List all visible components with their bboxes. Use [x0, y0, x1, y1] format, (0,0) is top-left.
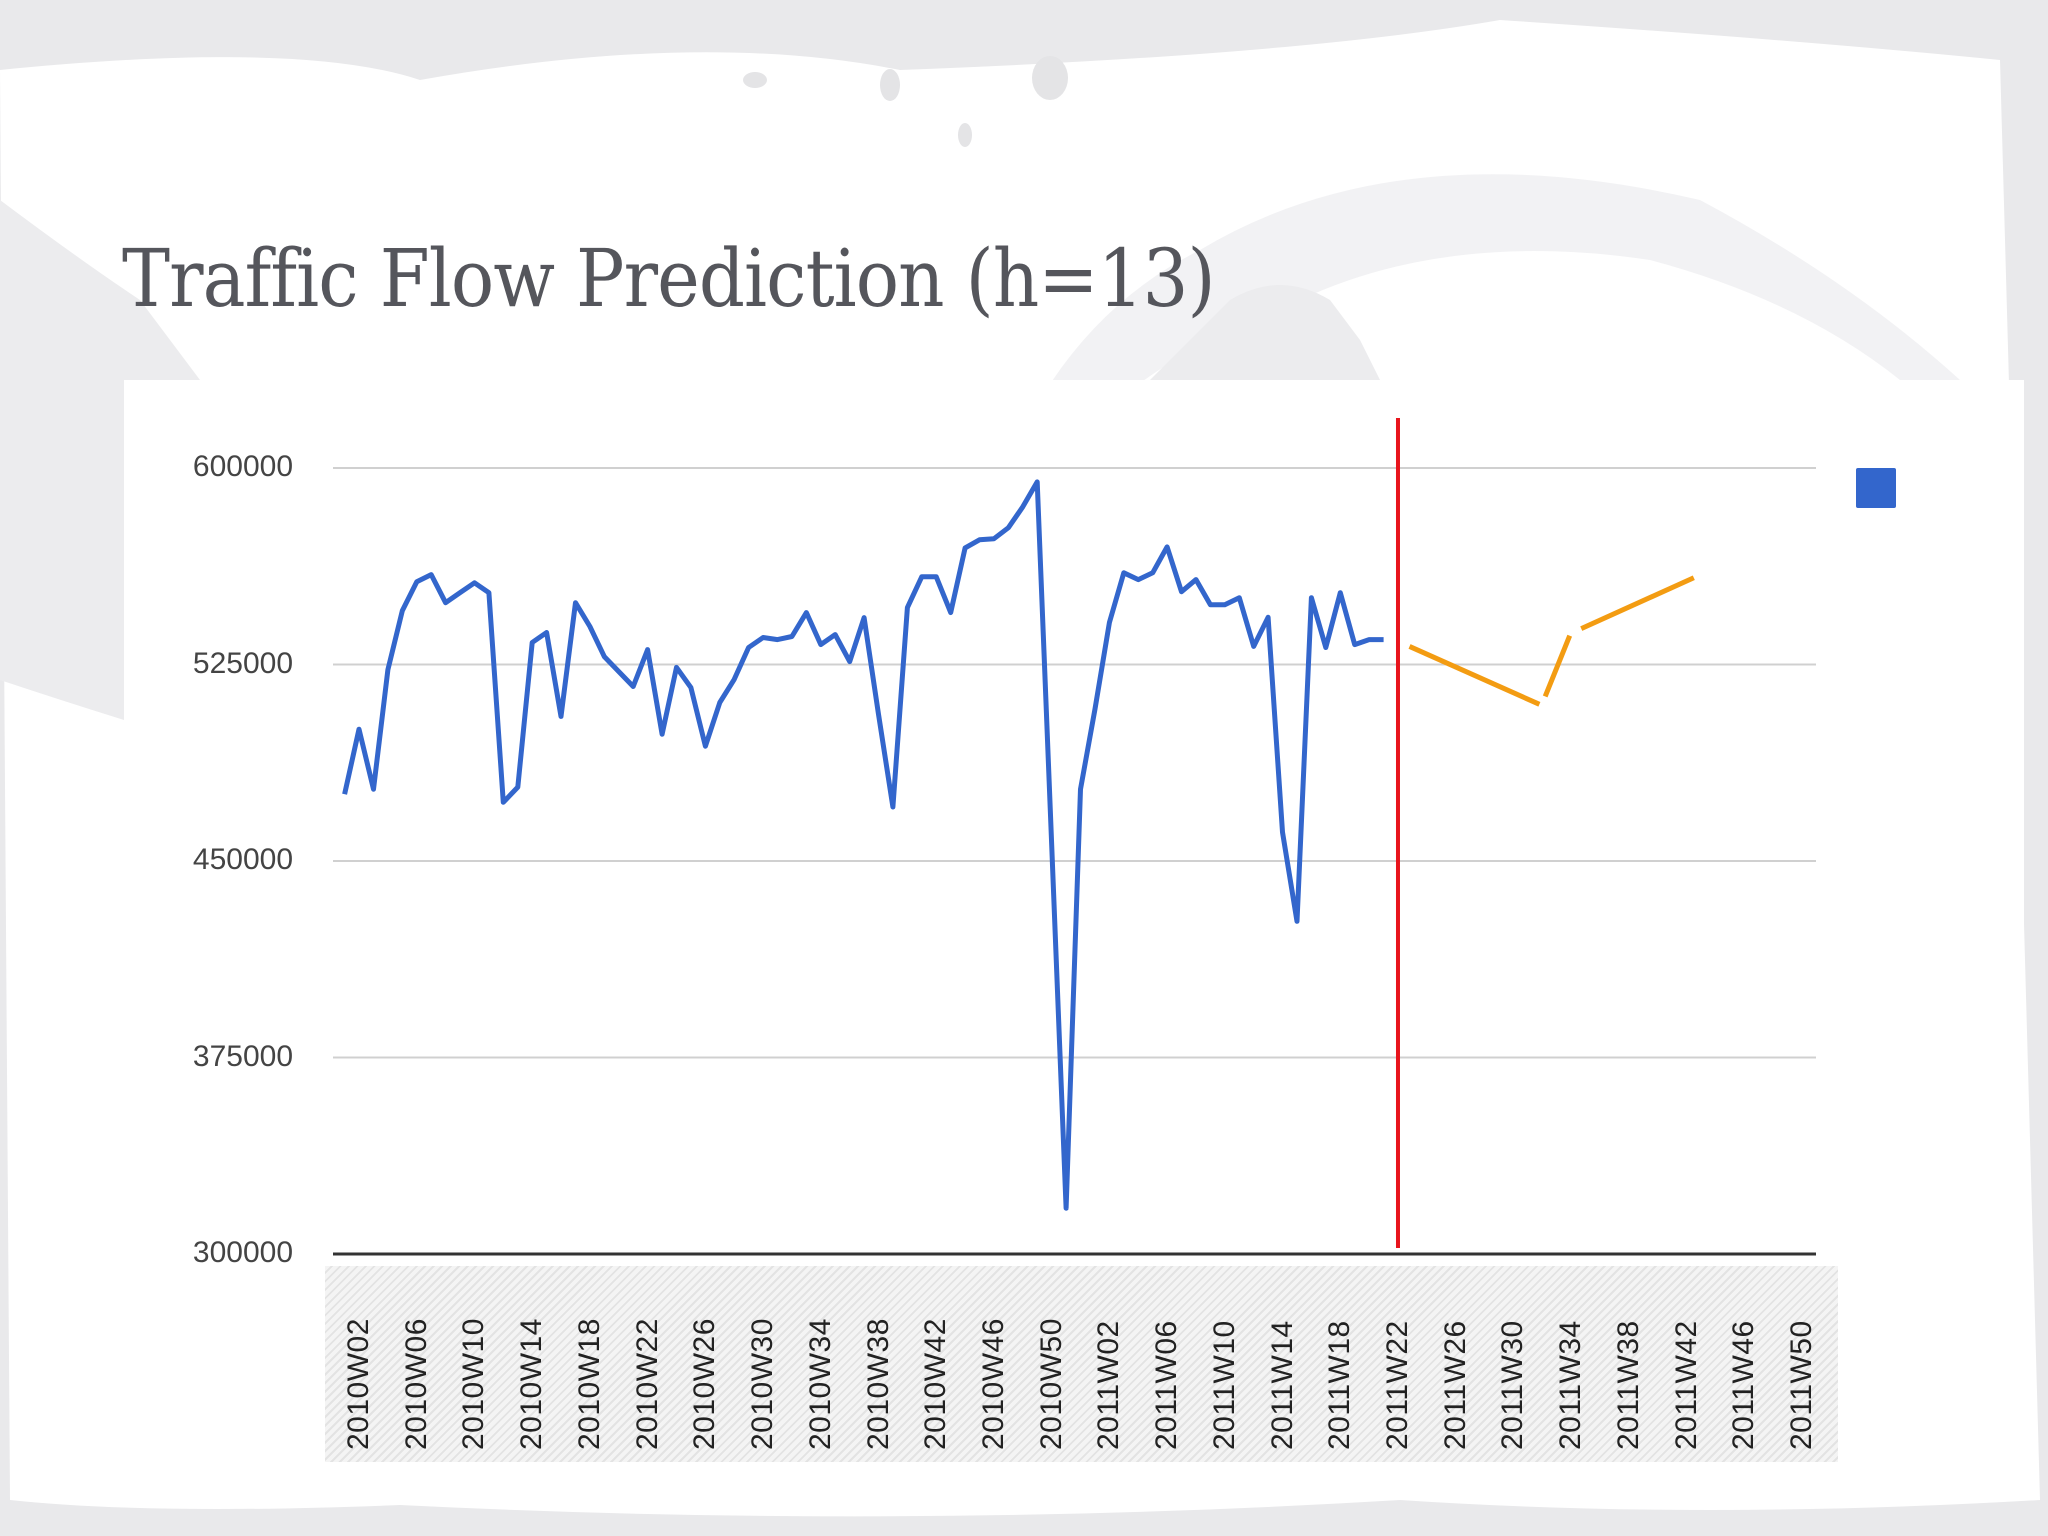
x-tick-label: 2011W26: [1438, 1320, 1472, 1450]
x-axis-label-band: [325, 1266, 1838, 1462]
gridlines: [333, 467, 1816, 1059]
x-tick-label: 2011W02: [1092, 1320, 1126, 1450]
x-tick-label: 2010W18: [572, 1318, 606, 1450]
x-tick-label: 2011W30: [1496, 1320, 1530, 1450]
y-tick-label: 375000: [192, 1039, 293, 1073]
x-tick-label: 2010W46: [976, 1318, 1010, 1450]
x-tick-label: 2011W46: [1727, 1320, 1761, 1450]
x-tick-label: 2010W06: [399, 1318, 433, 1450]
x-tick-label: 2010W22: [630, 1318, 664, 1450]
x-tick-label: 2011W22: [1380, 1320, 1414, 1450]
y-tick-label: 525000: [192, 646, 293, 680]
x-tick-label: 2011W42: [1669, 1320, 1703, 1450]
slide-title: Traffic Flow Prediction (h=13): [122, 232, 1216, 325]
forecast-segment: [1580, 575, 1695, 631]
x-tick-label: 2011W50: [1785, 1320, 1819, 1450]
x-tick-label: 2011W06: [1150, 1320, 1184, 1450]
forecast-series-lines: [1408, 575, 1695, 707]
x-tick-label: 2011W38: [1611, 1320, 1645, 1450]
forecast-segment: [1542, 634, 1573, 698]
x-tick-label: 2011W18: [1323, 1320, 1357, 1450]
x-tick-label: 2010W34: [803, 1318, 837, 1450]
actual-series-line: [342, 479, 1384, 1211]
x-tick-label: 2011W10: [1207, 1320, 1241, 1450]
x-tick-label: 2010W30: [746, 1318, 780, 1450]
x-tick-label: 2010W10: [457, 1318, 491, 1450]
x-tick-label: 2011W34: [1554, 1320, 1588, 1450]
x-tick-label: 2010W02: [342, 1318, 376, 1450]
x-tick-label: 2010W26: [688, 1318, 722, 1450]
x-tick-label: 2010W50: [1034, 1318, 1068, 1450]
y-tick-label: 300000: [192, 1236, 293, 1269]
x-tick-label: 2011W14: [1265, 1320, 1299, 1450]
forecast-segment: [1408, 644, 1541, 707]
y-tick-label: 600000: [192, 450, 293, 483]
x-tick-label: 2010W38: [861, 1318, 895, 1450]
x-tick-label: 2010W14: [515, 1318, 549, 1450]
x-tick-label: 2010W42: [919, 1318, 953, 1450]
legend-swatch-actual: [1856, 468, 1896, 508]
y-tick-label: 450000: [192, 843, 293, 876]
